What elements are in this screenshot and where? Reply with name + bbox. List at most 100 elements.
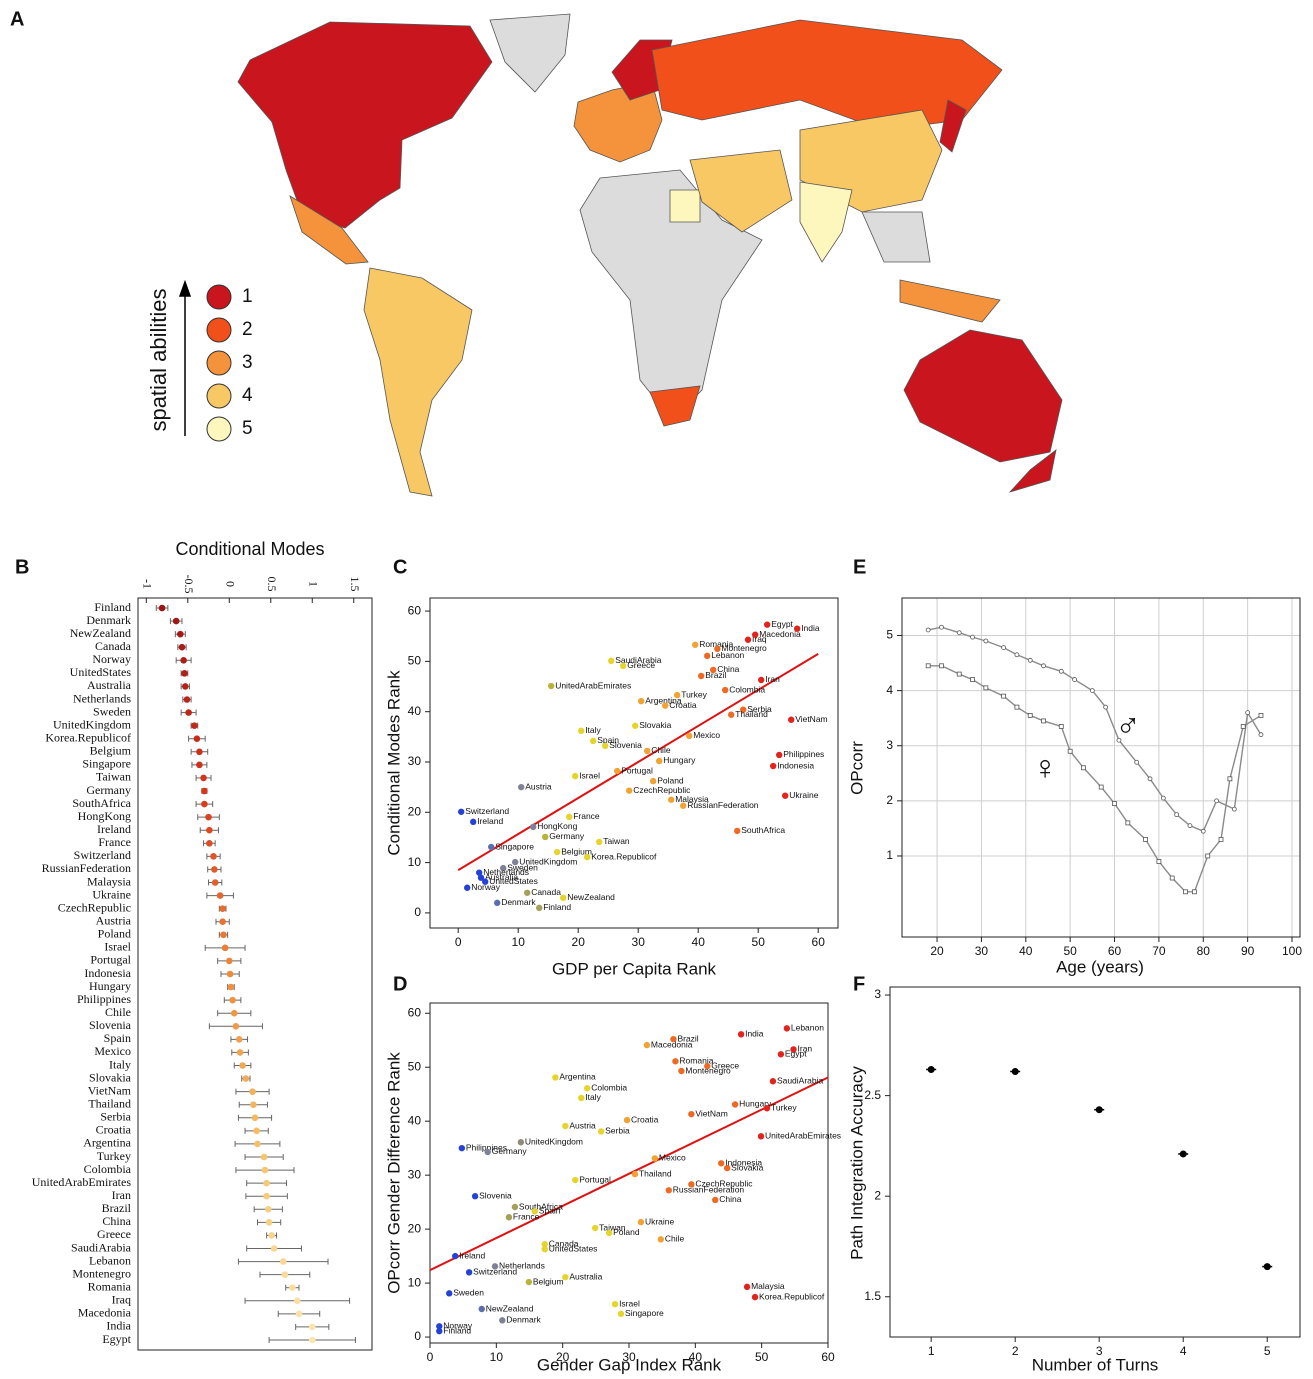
x-tick-label: 0 xyxy=(427,1350,434,1364)
point xyxy=(777,1051,785,1058)
world-map xyxy=(237,13,1063,497)
marker xyxy=(1098,784,1104,790)
point-label: Iran xyxy=(798,1044,813,1054)
category-label: Denmark xyxy=(86,613,131,627)
dot xyxy=(181,670,188,677)
point xyxy=(531,1208,539,1215)
category-label: SaudiArabia xyxy=(71,1240,132,1254)
dot xyxy=(206,826,213,834)
point-label: Brazil xyxy=(705,670,726,680)
map-region xyxy=(861,211,931,263)
point-label: Mexico xyxy=(693,730,720,740)
point-label: CzechRepublic xyxy=(695,1179,753,1189)
point-label: RussianFederation xyxy=(673,1185,745,1195)
point-label: Korea.Republicof xyxy=(591,851,657,861)
category-label: Germany xyxy=(86,783,131,797)
category-label: Netherlands xyxy=(73,691,131,705)
y-tick-label: 20 xyxy=(408,1221,422,1235)
marker xyxy=(1041,663,1046,669)
point-label: VietNam xyxy=(795,714,827,724)
point-label: Egypt xyxy=(785,1049,807,1059)
dot xyxy=(210,853,217,860)
x-tick-label: 0 xyxy=(455,935,462,949)
marker xyxy=(1240,724,1246,729)
point xyxy=(596,838,603,846)
point-label: NewZealand xyxy=(567,892,615,902)
point xyxy=(1179,1150,1187,1158)
x-tick-label: 60 xyxy=(812,935,826,949)
dot xyxy=(261,1166,269,1174)
y-tick-label: 2 xyxy=(874,1188,881,1202)
point-label: Ireland xyxy=(477,816,503,826)
point xyxy=(614,767,621,775)
category-label: Egypt xyxy=(102,1332,131,1346)
point xyxy=(728,711,735,718)
point xyxy=(566,813,573,821)
marker xyxy=(1001,693,1007,699)
point xyxy=(638,697,645,705)
point-label: Israel xyxy=(619,1298,640,1308)
marker xyxy=(1072,677,1077,682)
category-label: Slovenia xyxy=(89,1018,132,1032)
point xyxy=(688,1181,695,1188)
point-label: Indonesia xyxy=(725,1158,762,1168)
dot xyxy=(158,604,166,612)
dot xyxy=(294,1297,301,1305)
x-tick-label: 40 xyxy=(1019,944,1033,958)
point-label: Sweden xyxy=(507,862,538,872)
point-label: RussianFederation xyxy=(687,800,759,810)
x-tick-label: 50 xyxy=(1063,944,1077,958)
marker xyxy=(1169,875,1175,881)
category-label: VietNam xyxy=(88,1083,132,1097)
point xyxy=(783,1025,791,1032)
point xyxy=(704,652,711,660)
point xyxy=(718,1160,725,1167)
dot xyxy=(201,800,208,808)
series-line xyxy=(928,665,1262,893)
point-label: Slovakia xyxy=(639,720,671,730)
category-label: Sweden xyxy=(93,704,131,718)
marker xyxy=(970,634,975,640)
x-tick-label: 1 xyxy=(307,581,321,587)
point xyxy=(471,1193,479,1200)
point xyxy=(670,1035,677,1043)
marker xyxy=(956,671,962,677)
marker xyxy=(939,624,944,630)
point xyxy=(794,625,801,632)
point-label: Romania xyxy=(699,639,733,649)
point xyxy=(608,657,615,665)
point-label: UnitedArabEmirates xyxy=(765,1131,841,1141)
point-label: China xyxy=(719,1194,741,1204)
point xyxy=(524,889,531,896)
point-label: NewZealand xyxy=(486,1303,534,1313)
point-label: Poland xyxy=(613,1227,640,1237)
point xyxy=(517,1139,525,1146)
y-tick-label: 5 xyxy=(886,628,893,642)
category-label: Iran xyxy=(112,1188,131,1202)
point-label: Montenegro xyxy=(685,1065,731,1075)
point-label: Greece xyxy=(711,1060,739,1070)
marker xyxy=(956,630,962,636)
marker xyxy=(1258,713,1264,718)
point xyxy=(562,1273,569,1281)
point-label: Romania xyxy=(679,1056,713,1066)
map-region xyxy=(363,267,473,497)
x-tick-label: 3 xyxy=(1096,1344,1103,1358)
point-label: Hungary xyxy=(663,755,696,765)
trend-line xyxy=(457,652,819,872)
dot xyxy=(249,1088,256,1095)
point xyxy=(632,722,639,729)
point xyxy=(623,1116,631,1124)
point xyxy=(446,1290,453,1297)
y-tick-label: 1 xyxy=(886,848,893,862)
category-label: Turkey xyxy=(97,1149,131,1163)
point-label: Norway xyxy=(443,1321,473,1331)
point xyxy=(643,1041,651,1049)
point xyxy=(536,904,543,912)
point-label: Turkey xyxy=(771,1102,797,1112)
dot xyxy=(264,1205,272,1213)
point-label: VietNam xyxy=(695,1108,727,1118)
point xyxy=(714,645,721,653)
dot xyxy=(200,774,207,782)
y-tick-label: 2.5 xyxy=(864,1088,881,1102)
